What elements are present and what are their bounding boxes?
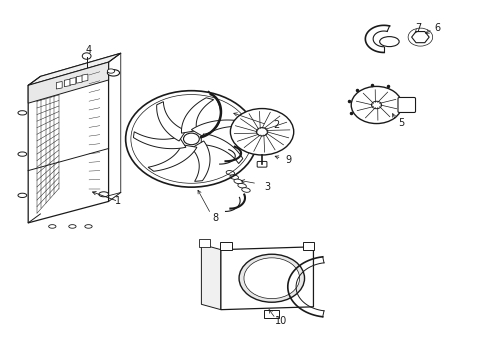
Ellipse shape	[230, 175, 239, 179]
Polygon shape	[82, 74, 88, 82]
Text: 10: 10	[275, 316, 288, 326]
Text: 1: 1	[115, 197, 122, 206]
Circle shape	[351, 86, 402, 123]
Polygon shape	[201, 133, 243, 163]
Polygon shape	[64, 79, 70, 87]
Text: 2: 2	[273, 120, 280, 130]
FancyBboxPatch shape	[398, 98, 416, 112]
Bar	[303, 242, 315, 249]
Polygon shape	[201, 244, 221, 310]
Ellipse shape	[69, 225, 76, 228]
Polygon shape	[40, 53, 121, 214]
Ellipse shape	[380, 37, 399, 46]
Text: 7: 7	[415, 23, 421, 33]
Text: 8: 8	[213, 212, 219, 222]
Ellipse shape	[18, 193, 27, 198]
Polygon shape	[148, 145, 197, 171]
Ellipse shape	[107, 69, 115, 73]
Text: 4: 4	[86, 45, 92, 55]
Circle shape	[184, 133, 199, 145]
Bar	[265, 310, 279, 318]
Polygon shape	[28, 62, 109, 223]
Text: 9: 9	[286, 156, 292, 165]
Ellipse shape	[85, 225, 92, 228]
Text: 6: 6	[435, 23, 441, 33]
Circle shape	[239, 254, 305, 302]
Polygon shape	[28, 53, 121, 85]
Ellipse shape	[107, 69, 120, 76]
Circle shape	[230, 109, 294, 155]
Ellipse shape	[99, 192, 109, 197]
Polygon shape	[28, 62, 109, 103]
Ellipse shape	[238, 184, 246, 188]
Circle shape	[256, 127, 268, 136]
Ellipse shape	[18, 152, 27, 156]
Ellipse shape	[234, 179, 243, 184]
Polygon shape	[192, 120, 247, 137]
Ellipse shape	[18, 111, 27, 115]
Polygon shape	[70, 77, 76, 85]
Text: 3: 3	[264, 182, 270, 192]
Ellipse shape	[49, 225, 56, 228]
Polygon shape	[192, 141, 210, 181]
FancyBboxPatch shape	[257, 161, 267, 167]
Text: 5: 5	[398, 118, 404, 128]
Ellipse shape	[242, 188, 250, 192]
Polygon shape	[157, 102, 186, 141]
Polygon shape	[412, 32, 429, 43]
Circle shape	[371, 101, 382, 109]
Polygon shape	[221, 247, 314, 310]
Circle shape	[82, 53, 91, 59]
Polygon shape	[181, 98, 214, 133]
Circle shape	[244, 258, 299, 299]
Ellipse shape	[226, 171, 235, 175]
Bar	[199, 239, 210, 247]
Polygon shape	[56, 81, 62, 89]
Polygon shape	[133, 132, 186, 149]
Polygon shape	[76, 76, 82, 83]
Bar	[220, 242, 232, 249]
